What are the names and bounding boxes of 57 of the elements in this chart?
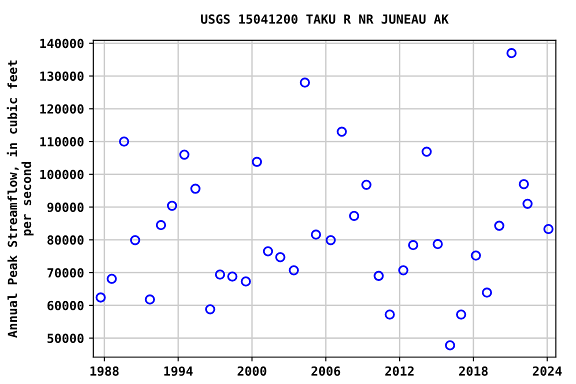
point (310, 230, 322, 240)
chart-title: USGS 15041200 TAKU R NR JUNEAU AK (201, 14, 449, 24)
point (374, 270, 384, 281)
y-axis-title: Annual Peak Streamflow, in cubic feet per second (6, 60, 34, 338)
x-tick-label: 2006 (311, 366, 340, 376)
point (408, 240, 418, 250)
point (384, 309, 395, 320)
point (361, 180, 372, 190)
point (522, 198, 533, 209)
point (190, 184, 200, 194)
y-tick-label: 130000 (40, 72, 84, 81)
point (518, 179, 529, 190)
point (349, 210, 360, 221)
point (144, 294, 155, 305)
point (326, 235, 336, 246)
x-tick-label: 2000 (238, 366, 266, 376)
point (398, 265, 408, 276)
x-tick-label: 2012 (385, 366, 414, 376)
point (444, 340, 456, 350)
x-tick-label: 1994 (164, 366, 193, 376)
point (288, 265, 299, 276)
point (470, 250, 481, 261)
point (240, 276, 251, 287)
y-tick-label: 60000 (47, 300, 84, 310)
y-tick-label: 90000 (47, 202, 84, 212)
point (336, 126, 347, 137)
point (506, 48, 517, 58)
point (262, 246, 274, 256)
y-tick-label: 140000 (40, 38, 84, 48)
point (130, 235, 140, 246)
y-tick-label: 110000 (40, 137, 84, 146)
point (543, 224, 554, 234)
point (166, 200, 178, 211)
point (252, 156, 262, 167)
point (205, 304, 216, 314)
point (214, 269, 226, 280)
point (118, 136, 130, 147)
x-tick-label: 1988 (90, 366, 119, 376)
y-tick-label: 100000 (40, 170, 84, 180)
point (494, 220, 504, 231)
point (106, 274, 117, 284)
point (275, 252, 286, 262)
point (156, 220, 166, 230)
point (179, 150, 190, 160)
point (300, 78, 310, 88)
point (227, 271, 238, 282)
point (456, 309, 466, 320)
point (422, 146, 432, 157)
point (482, 288, 492, 298)
y-tick-label: 70000 (47, 268, 84, 278)
point (96, 292, 106, 303)
y-tick-label: 120000 (40, 104, 84, 114)
x-tick-label: 2018 (459, 366, 488, 376)
y-tick-label: 80000 (47, 235, 84, 245)
point (432, 239, 443, 250)
x-tick-label: 2024 (532, 366, 562, 376)
y-tick-label: 50000 (48, 334, 84, 344)
